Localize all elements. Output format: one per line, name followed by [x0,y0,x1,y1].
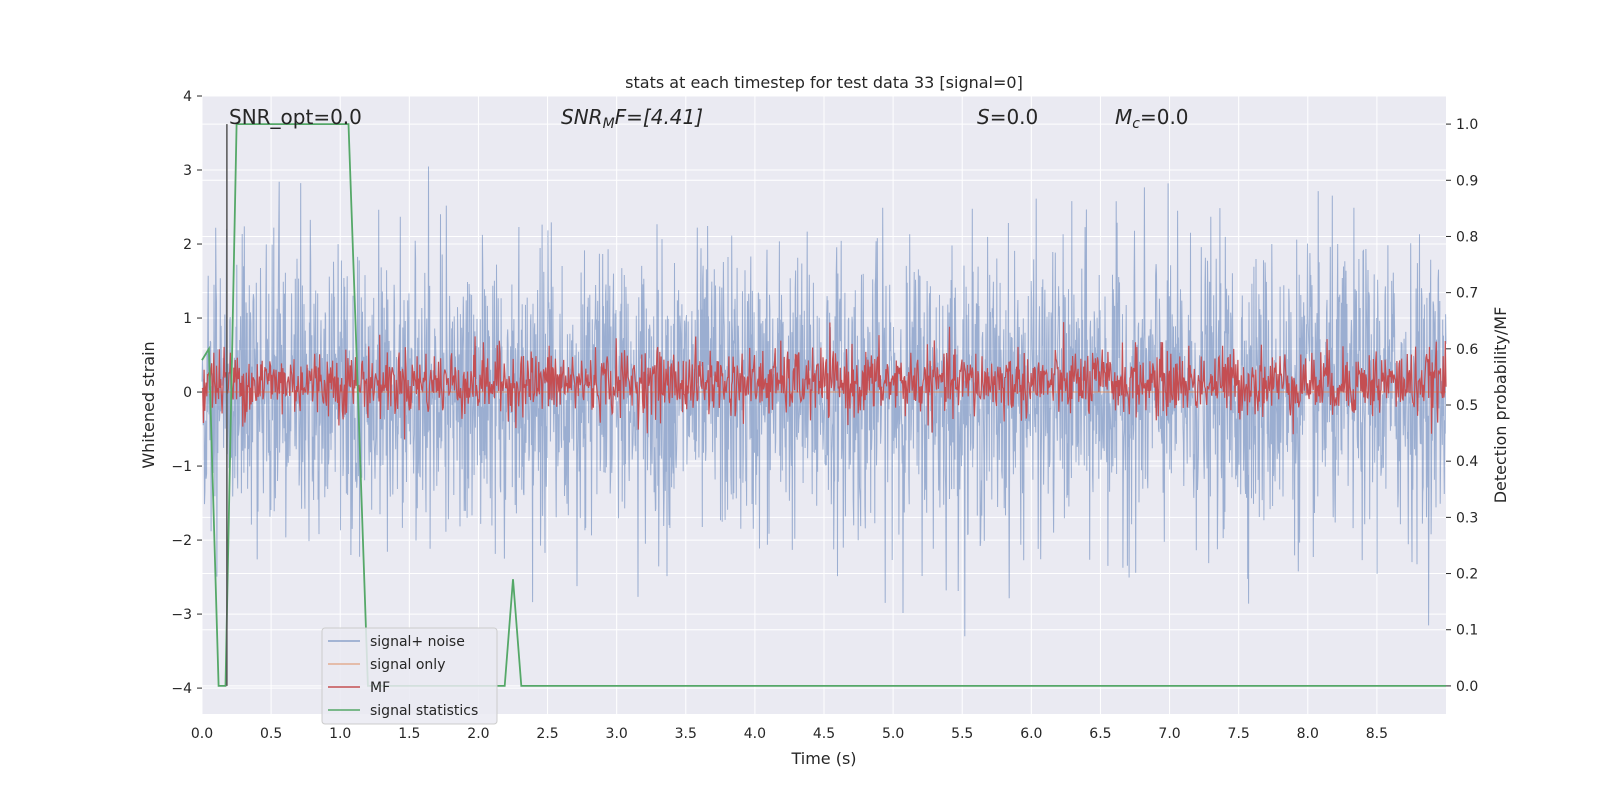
y2-tick-label: 0.1 [1456,623,1478,639]
y-tick-label: −4 [171,681,192,697]
y2-tick-label: 0.9 [1456,173,1478,189]
x-tick-label: 3.0 [606,726,628,742]
x-tick-label: 7.5 [1228,726,1250,742]
x-tick-label: 8.5 [1366,726,1388,742]
annotation-snr-mf: SNRMF=[4.41] [561,105,703,132]
y2-axis-title: Detection probability/MF [1491,307,1510,504]
y2-tick-label: 0.4 [1456,454,1478,470]
y2-axis-ticks: 1.0 0.9 0.8 0.7 0.6 0.5 0.4 0.3 0.2 0.1 0.0 [1446,117,1478,695]
y2-tick-label: 0.0 [1456,679,1478,695]
x-tick-label: 0.0 [191,726,213,742]
series-layer [201,123,1447,687]
x-tick-label: 6.5 [1089,726,1111,742]
x-tick-label: 1.0 [329,726,351,742]
annotation-s: S=0.0 [977,105,1038,129]
y-tick-label: 4 [183,89,192,105]
legend-label-signal-noise: signal+ noise [370,634,465,650]
x-tick-label: 4.0 [744,726,766,742]
legend-label-signal-statistics: signal statistics [370,703,478,719]
y-tick-label: 3 [183,163,192,179]
legend: signal+ noise signal only MF signal stat… [321,627,498,725]
y2-tick-label: 0.6 [1456,342,1478,358]
y-axis-title: Whitened strain [139,341,158,468]
series-signal-statistics [201,123,1446,687]
x-tick-label: 4.5 [813,726,835,742]
y-tick-label: 0 [183,385,192,401]
chart-title: stats at each timestep for test data 33 … [625,73,1023,92]
legend-box [321,627,498,725]
x-tick-label: 5.5 [951,726,973,742]
y2-tick-label: 0.2 [1456,567,1478,583]
y2-tick-label: 0.7 [1456,286,1478,302]
annotation-snr-opt: SNR_opt=0.0 [229,105,362,129]
y-tick-label: 2 [183,237,192,253]
x-tick-label: 5.0 [882,726,904,742]
y2-tick-label: 1.0 [1456,117,1478,133]
x-tick-label: 7.0 [1158,726,1180,742]
legend-label-mf: MF [370,680,390,696]
x-tick-label: 0.5 [260,726,282,742]
y2-tick-label: 0.5 [1456,398,1478,414]
y-tick-label: −2 [171,533,192,549]
x-tick-label: 2.0 [467,726,489,742]
y-axis-ticks: 4 3 2 1 0 −1 −2 −3 −4 [171,89,202,697]
x-tick-label: 3.5 [675,726,697,742]
x-axis-ticks: 0.0 0.5 1.0 1.5 2.0 2.5 3.0 3.5 4.0 4.5 5.0 5.5 6.0 6… [191,726,1388,742]
annotation-mc: Mc=0.0 [1115,105,1189,132]
y-tick-label: −3 [171,607,192,623]
y-tick-label: 1 [183,311,192,327]
x-tick-label: 2.5 [536,726,558,742]
x-tick-label: 8.0 [1297,726,1319,742]
x-axis-title: Time (s) [790,749,856,768]
series-mf [201,322,1447,440]
x-tick-label: 6.0 [1020,726,1042,742]
y-tick-label: −1 [171,459,192,475]
y2-tick-label: 0.3 [1456,510,1478,526]
x-tick-label: 1.5 [398,726,420,742]
legend-label-signal-only: signal only [370,657,445,673]
y2-tick-label: 0.8 [1456,229,1478,245]
